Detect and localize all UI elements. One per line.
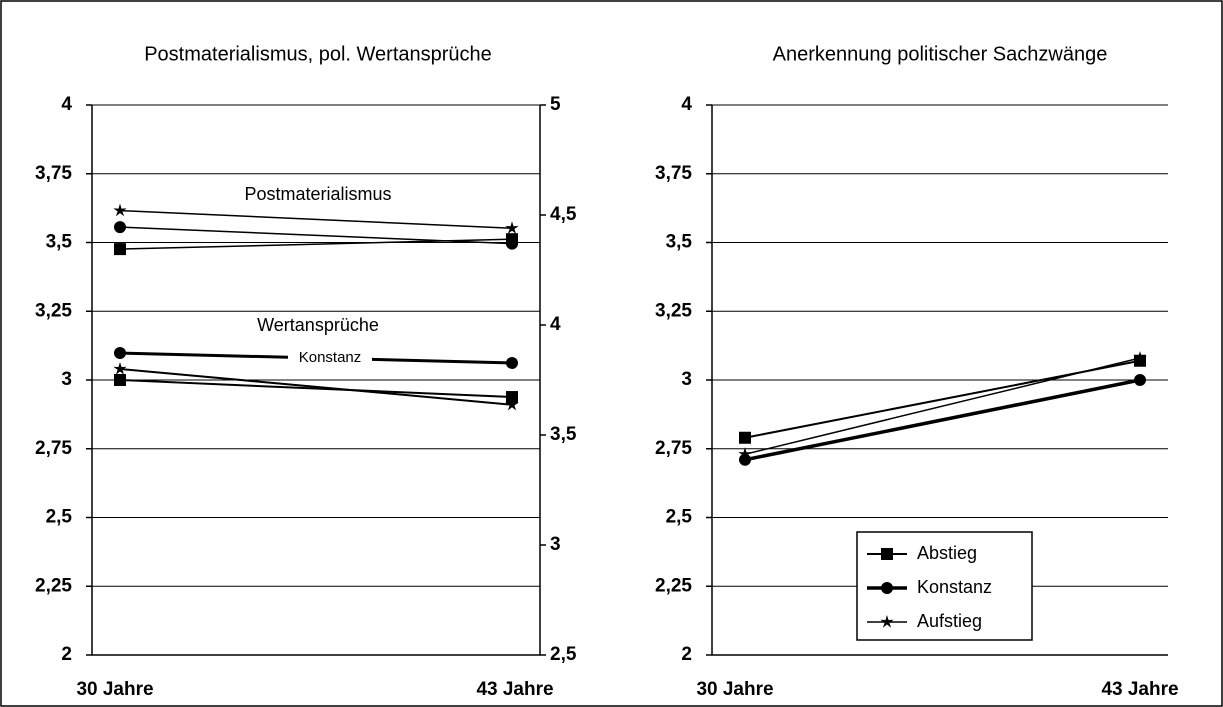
marker: [738, 447, 752, 460]
marker: [114, 347, 126, 360]
chart-title: Anerkennung politischer Sachzwänge: [773, 43, 1108, 65]
chart-title: Postmaterialismus, pol. Wertansprüche: [144, 43, 492, 65]
marker: [506, 391, 518, 404]
y-tick-label: 2,75: [655, 438, 692, 459]
annotation: Konstanz: [299, 349, 362, 366]
x-tick-label: 30 Jahre: [696, 679, 773, 700]
marker: [881, 582, 893, 594]
line: [119, 209, 513, 229]
marker: [1134, 374, 1146, 386]
line: [119, 368, 513, 406]
y-tick-label: 2: [61, 644, 72, 665]
y-tick-label: 2,5: [666, 507, 693, 528]
y-tick-label: 3,5: [46, 232, 73, 253]
marker: [506, 233, 518, 246]
y-tick-label: 3,75: [655, 163, 692, 184]
annotation-bg: [288, 347, 372, 369]
line: [119, 238, 513, 250]
legend-label: Aufstieg: [917, 611, 982, 631]
marker: [114, 374, 126, 386]
y-tick-label: 2,5: [46, 507, 73, 528]
y-tick-label: 2,75: [35, 438, 72, 459]
legend-label: Konstanz: [917, 577, 992, 597]
line: [744, 357, 1141, 455]
line: [119, 379, 513, 399]
y2-tick-label: 4,5: [550, 204, 577, 225]
x-tick-label: 30 Jahre: [76, 679, 153, 700]
marker: [505, 397, 519, 411]
marker: [505, 221, 519, 234]
y-tick-label: 3,25: [655, 300, 692, 321]
y-tick-label: 4: [61, 94, 72, 115]
y-tick-label: 3: [681, 369, 692, 390]
y-tick-label: 4: [681, 94, 692, 115]
marker: [506, 356, 518, 369]
annotation: Postmaterialismus: [244, 184, 391, 204]
marker: [880, 615, 894, 628]
marker: [114, 221, 126, 234]
y2-tick-label: 3: [550, 534, 561, 555]
y-tick-label: 2,25: [655, 575, 692, 596]
annotation: Wertansprüche: [257, 315, 379, 335]
line: [744, 378, 1141, 462]
y-tick-label: 3,5: [666, 232, 693, 253]
y2-tick-label: 4: [550, 314, 561, 335]
x-tick-label: 43 Jahre: [476, 679, 553, 700]
y-tick-label: 3: [61, 369, 72, 390]
marker: [739, 431, 751, 444]
marker: [881, 548, 893, 560]
y2-tick-label: 3,5: [550, 424, 577, 445]
marker: [114, 243, 126, 256]
y2-tick-label: 5: [550, 94, 561, 115]
y-tick-label: 3,25: [35, 300, 72, 321]
marker: [113, 362, 127, 375]
y-tick-label: 3,75: [35, 163, 72, 184]
marker: [1133, 351, 1147, 364]
y-tick-label: 2: [681, 644, 692, 665]
x-tick-label: 43 Jahre: [1101, 679, 1178, 700]
marker: [113, 203, 127, 217]
y2-tick-label: 2,5: [550, 644, 577, 665]
y-tick-label: 2,25: [35, 575, 72, 596]
legend-label: Abstieg: [917, 543, 977, 563]
